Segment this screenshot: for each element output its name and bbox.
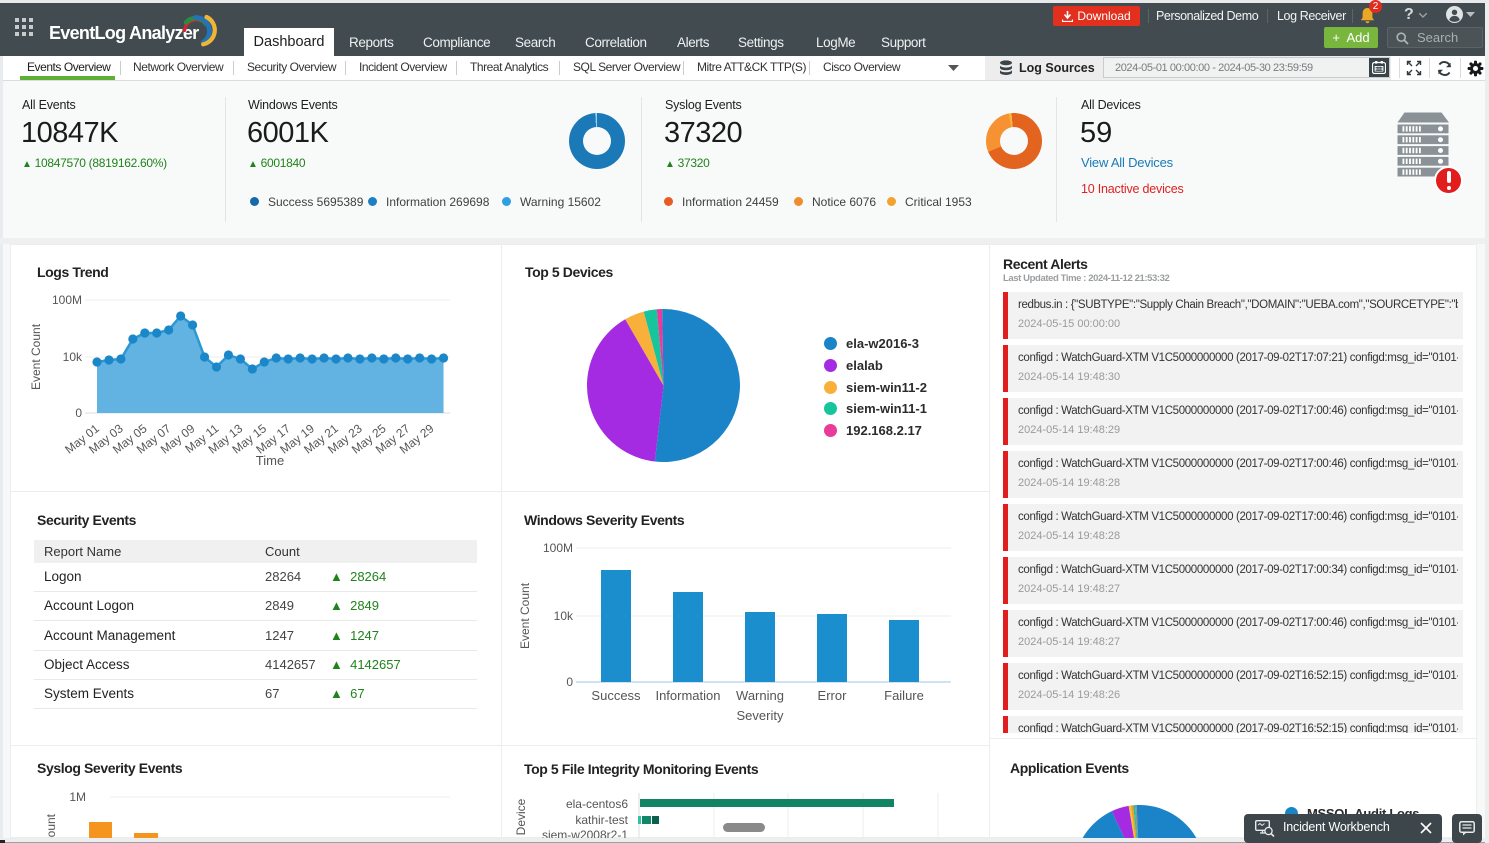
svg-text:1M: 1M — [69, 790, 86, 804]
svg-text:Error: Error — [818, 688, 848, 703]
svg-text:Failure: Failure — [884, 688, 924, 703]
svg-text:10k: 10k — [554, 609, 574, 623]
svg-text:Severity: Severity — [737, 708, 784, 723]
svg-text:Event Count: Event Count — [518, 582, 532, 649]
svg-text:Success: Success — [591, 688, 641, 703]
svg-text:100M: 100M — [52, 293, 82, 307]
svg-text:100M: 100M — [543, 541, 573, 555]
svg-text:Device: Device — [514, 798, 528, 835]
svg-text:kathir-test: kathir-test — [575, 813, 628, 827]
svg-text:ela-centos6: ela-centos6 — [566, 797, 628, 811]
svg-text:10k: 10k — [63, 350, 83, 364]
svg-text:Information: Information — [655, 688, 720, 703]
svg-text:Time: Time — [256, 453, 284, 468]
svg-text:siem-w2008r2-1: siem-w2008r2-1 — [542, 828, 628, 838]
svg-text:Warning: Warning — [736, 688, 784, 703]
svg-text:0: 0 — [75, 406, 82, 420]
svg-text:Count: Count — [44, 813, 58, 838]
svg-text:0: 0 — [566, 675, 573, 689]
svg-text:Event Count: Event Count — [29, 323, 43, 390]
